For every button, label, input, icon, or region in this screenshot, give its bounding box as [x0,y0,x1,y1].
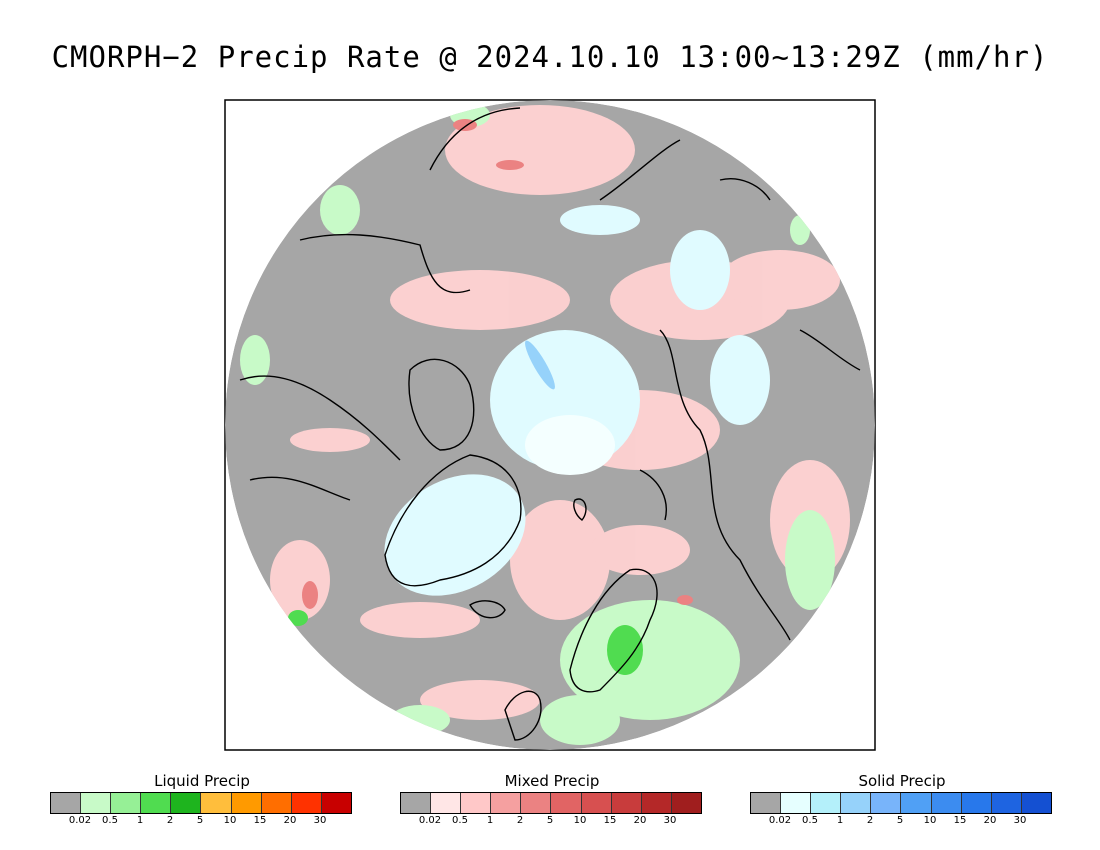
tick-label: 2 [866,815,874,826]
color-swatch [551,793,582,813]
color-swatch [871,793,902,813]
tick-label: 30 [313,815,327,826]
tick-label: 20 [983,815,997,826]
color-swatch [841,793,872,813]
tick-label: 10 [573,815,587,826]
color-swatch [991,793,1022,813]
tick-label: 30 [1013,815,1027,826]
color-swatch [231,793,262,813]
legend-title: Solid Precip [858,772,946,790]
tick-label: 20 [633,815,647,826]
color-bar [750,792,1052,814]
color-swatch [321,793,351,813]
color-swatch [111,793,142,813]
tick-label: 2 [516,815,524,826]
tick-label: 1 [136,815,144,826]
tick-label: 10 [223,815,237,826]
tick-label: 0.5 [802,815,818,826]
color-swatch [521,793,552,813]
color-swatch [611,793,642,813]
color-swatch [581,793,612,813]
liquid-precip-areas [240,103,835,745]
color-swatch [491,793,522,813]
color-swatch [141,793,172,813]
precip-field [225,100,875,750]
tick-label: 1 [836,815,844,826]
tick-label: 0.5 [102,815,118,826]
map-title: CMORPH−2 Precip Rate @ 2024.10.10 13:00~… [51,40,1049,74]
tick-label: 5 [896,815,904,826]
tick-label: 15 [603,815,617,826]
color-swatch [931,793,962,813]
color-swatch [171,793,202,813]
color-bar [400,792,702,814]
color-swatch [81,793,112,813]
color-swatch [51,793,82,813]
solid-precip-areas [384,205,770,596]
color-swatch [961,793,992,813]
color-swatch [201,793,232,813]
tick-label: 5 [196,815,204,826]
tick-label: 10 [923,815,937,826]
tick-label: 5 [546,815,554,826]
color-swatch [641,793,672,813]
legend-solid: Solid Precip 0.02 0.5 1 2 5 10 15 20 30 [750,770,1054,828]
tick-labels: 0.02 0.5 1 2 5 10 15 20 30 [50,814,352,828]
tick-label: 2 [166,815,174,826]
color-swatch [751,793,782,813]
polar-map [224,99,876,751]
tick-labels: 0.02 0.5 1 2 5 10 15 20 30 [400,814,702,828]
mixed-precip-cores [302,119,693,609]
liquid-precip-cores [288,610,643,675]
color-swatch [461,793,492,813]
tick-label: 0.02 [68,815,92,826]
solid-precip-core [525,340,555,390]
color-swatch [901,793,932,813]
coastlines [239,107,861,741]
color-swatch [1021,793,1051,813]
tick-labels: 0.02 0.5 1 2 5 10 15 20 30 [750,814,1052,828]
tick-label: 30 [663,815,677,826]
tick-label: 1 [486,815,494,826]
legend-liquid: Liquid Precip 0.02 0.5 1 2 5 10 15 20 30 [50,770,354,828]
tick-label: 0.5 [452,815,468,826]
color-swatch [291,793,322,813]
legend-mixed: Mixed Precip 0.02 0.5 1 2 5 10 15 20 30 [400,770,704,828]
tick-label: 0.02 [418,815,442,826]
color-swatch [671,793,701,813]
color-swatch [811,793,842,813]
legend-title: Mixed Precip [504,772,600,790]
color-swatch [431,793,462,813]
tick-label: 0.02 [768,815,792,826]
color-swatch [261,793,292,813]
tick-label: 15 [253,815,267,826]
color-bar [50,792,352,814]
tick-label: 15 [953,815,967,826]
color-swatch [781,793,812,813]
color-swatch [401,793,432,813]
tick-label: 20 [283,815,297,826]
legend-title: Liquid Precip [154,772,250,790]
